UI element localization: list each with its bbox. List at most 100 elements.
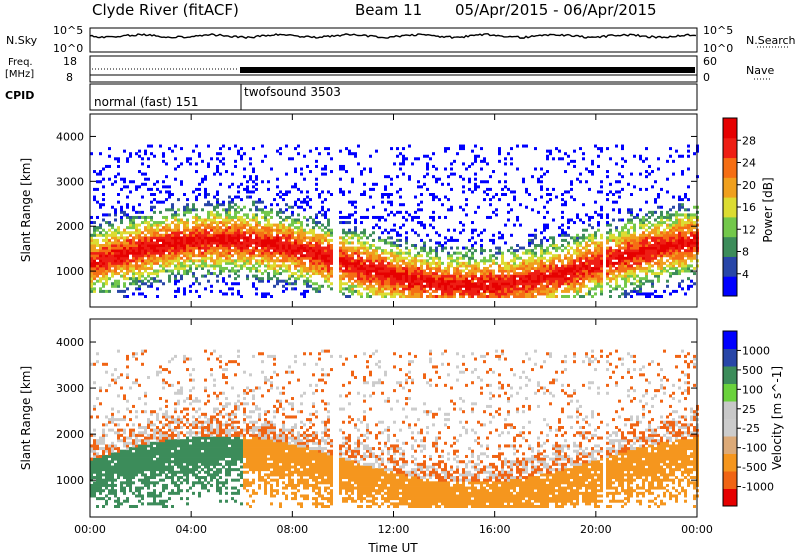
data-cell [390,249,393,253]
data-cell [144,238,147,242]
data-cell [624,277,627,281]
data-cell [246,187,249,191]
data-cell [681,269,684,273]
data-cell [459,261,462,265]
data-cell [351,213,354,217]
data-cell [213,218,216,222]
data-cell [273,261,276,265]
data-cell [465,198,468,202]
data-cell [528,261,531,265]
data-cell [471,266,474,270]
data-cell [204,236,207,240]
data-cell [249,238,252,242]
data-cell [240,254,243,258]
data-cell [276,177,279,181]
data-cell [192,149,195,153]
data-cell [225,228,228,232]
data-cell [222,162,225,166]
data-cell [489,274,492,278]
data-cell [156,200,159,204]
data-cell [657,264,660,268]
data-cell [138,292,141,296]
data-cell [516,249,519,253]
data-cell [408,254,411,258]
data-cell [402,272,405,276]
data-cell [360,251,363,255]
data-cell [222,233,225,237]
data-cell [648,226,651,230]
data-cell [306,195,309,199]
data-cell [687,241,690,245]
data-cell [219,228,222,232]
data-cell [525,284,528,288]
data-cell [462,208,465,212]
data-cell [447,175,450,179]
data-cell [669,236,672,240]
data-cell [645,259,648,263]
data-cell [519,295,522,298]
data-cell [234,195,237,199]
data-cell [348,269,351,273]
data-cell [369,170,372,174]
data-cell [372,289,375,293]
data-cell [207,210,210,214]
data-cell [276,233,279,237]
data-cell [525,279,528,283]
data-cell [414,289,417,293]
data-cell [156,233,159,237]
data-cell [174,231,177,235]
data-cell [258,200,261,204]
data-cell [489,292,492,296]
data-cell [396,274,399,278]
data-cell [663,238,666,242]
data-cell [279,272,282,276]
data-cell [255,175,258,179]
data-cell [444,284,447,288]
data-cell [573,149,576,153]
data-cell [654,289,657,293]
data-cell [171,261,174,265]
data-cell [276,238,279,242]
data-cell [609,277,612,281]
data-cell [249,226,252,230]
data-cell [348,231,351,235]
data-cell [525,277,528,281]
data-cell [294,226,297,230]
data-cell [135,215,138,219]
data-cell [345,233,348,237]
data-cell [96,249,99,253]
data-cell [627,269,630,273]
data-cell [276,210,279,214]
data-cell [573,277,576,281]
colorbar-tick-label: 16 [742,201,756,214]
data-cell [93,439,96,443]
data-cell [543,256,546,260]
data-cell [288,282,291,286]
data-cell [102,261,105,265]
data-cell [303,233,306,237]
data-cell [228,254,231,258]
data-cell [294,282,297,286]
data-cell [546,284,549,288]
data-cell [339,241,342,245]
data-cell [360,231,363,235]
data-cell [417,215,420,219]
data-cell [303,292,306,296]
data-cell [633,215,636,219]
data-cell [441,249,444,253]
data-cell [399,187,402,191]
data-cell [531,261,534,265]
data-cell [582,284,585,288]
data-cell [204,249,207,253]
data-cell [234,261,237,265]
data-cell [405,236,408,240]
data-cell [492,282,495,286]
data-cell [372,231,375,235]
data-cell [462,269,465,273]
data-cell [513,249,516,253]
data-cell [399,238,402,242]
data-cell [435,274,438,278]
data-cell [570,282,573,286]
data-cell [240,228,243,232]
data-cell [246,259,249,263]
